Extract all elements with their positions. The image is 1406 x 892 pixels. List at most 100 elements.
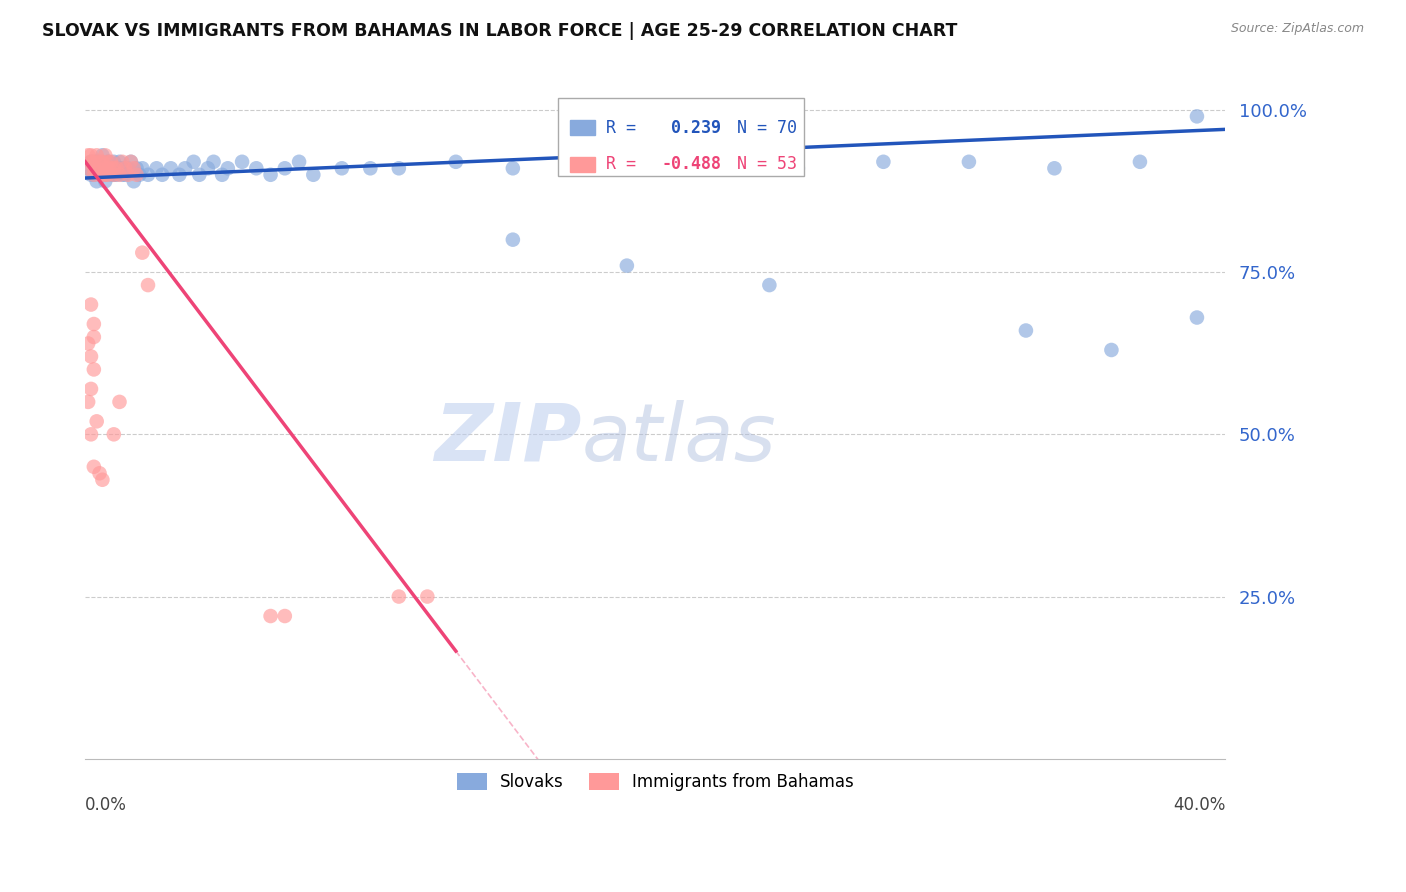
Point [91,154,114,169]
Point [150,168,173,182]
Point [330,161,353,176]
Point [80,297,103,311]
Point [89,161,111,176]
Point [103,154,125,169]
Point [94,168,117,182]
Point [259,168,281,182]
Point [83,168,105,182]
Point [444,154,467,169]
Point [111,161,134,176]
Point [100,161,122,176]
Point [94,161,117,176]
Point [105,161,128,176]
Point [872,154,894,169]
Point [108,161,131,176]
Point [80,148,103,162]
Point [103,427,125,442]
Point [125,161,148,176]
Point [89,154,111,169]
Point [83,362,105,376]
Text: -0.488: -0.488 [661,155,721,173]
Point [111,154,134,169]
Point [77,395,100,409]
Text: R =: R = [606,155,637,173]
Point [111,168,134,182]
Point [83,459,105,474]
Point [89,161,111,176]
Point [91,168,114,182]
Point [83,317,105,331]
Point [91,148,114,162]
Point [388,161,411,176]
Point [77,161,100,176]
Point [103,168,125,182]
Point [103,168,125,182]
Point [114,168,136,182]
Point [502,233,524,247]
Legend: Slovaks, Immigrants from Bahamas: Slovaks, Immigrants from Bahamas [450,766,860,798]
Point [83,161,105,176]
Point [97,161,120,176]
Point [616,259,638,273]
Point [274,161,297,176]
Point [89,467,111,481]
Point [100,154,122,169]
Point [188,168,211,182]
Point [97,168,120,182]
Point [80,154,103,169]
Point [105,168,128,182]
Point [120,154,142,169]
Point [97,161,120,176]
Point [1043,161,1066,176]
Point [122,161,145,176]
Point [125,168,148,182]
Point [86,174,108,188]
Point [217,161,239,176]
Text: 40.0%: 40.0% [1173,797,1226,814]
Point [97,154,120,169]
Point [145,161,167,176]
Point [502,161,524,176]
Text: Source: ZipAtlas.com: Source: ZipAtlas.com [1230,22,1364,36]
Point [388,590,411,604]
Point [94,174,117,188]
Point [231,154,253,169]
Point [91,161,114,176]
Point [120,154,142,169]
Point [174,161,197,176]
Point [288,154,311,169]
Point [86,414,108,428]
Point [83,154,105,169]
Point [786,161,808,176]
Text: atlas: atlas [581,400,776,477]
Point [117,168,139,182]
Point [77,336,100,351]
Point [77,148,100,162]
Text: N = 53: N = 53 [738,155,797,173]
Point [159,161,181,176]
Point [302,168,325,182]
Text: N = 70: N = 70 [738,119,797,136]
Point [103,161,125,176]
Point [80,382,103,396]
Point [94,168,117,182]
Point [197,161,219,176]
Point [114,161,136,176]
Point [100,161,122,176]
Text: R =: R = [606,119,637,136]
Point [416,590,439,604]
Point [1129,154,1152,169]
Point [80,168,103,182]
Point [136,278,159,293]
FancyBboxPatch shape [569,120,595,136]
Point [359,161,381,176]
Point [1015,324,1038,338]
Text: SLOVAK VS IMMIGRANTS FROM BAHAMAS IN LABOR FORCE | AGE 25-29 CORRELATION CHART: SLOVAK VS IMMIGRANTS FROM BAHAMAS IN LAB… [42,22,957,40]
Point [80,350,103,364]
FancyBboxPatch shape [558,98,804,177]
Text: 0.239: 0.239 [661,119,721,136]
Point [105,161,128,176]
Point [957,154,980,169]
Point [202,154,225,169]
Point [77,161,100,176]
